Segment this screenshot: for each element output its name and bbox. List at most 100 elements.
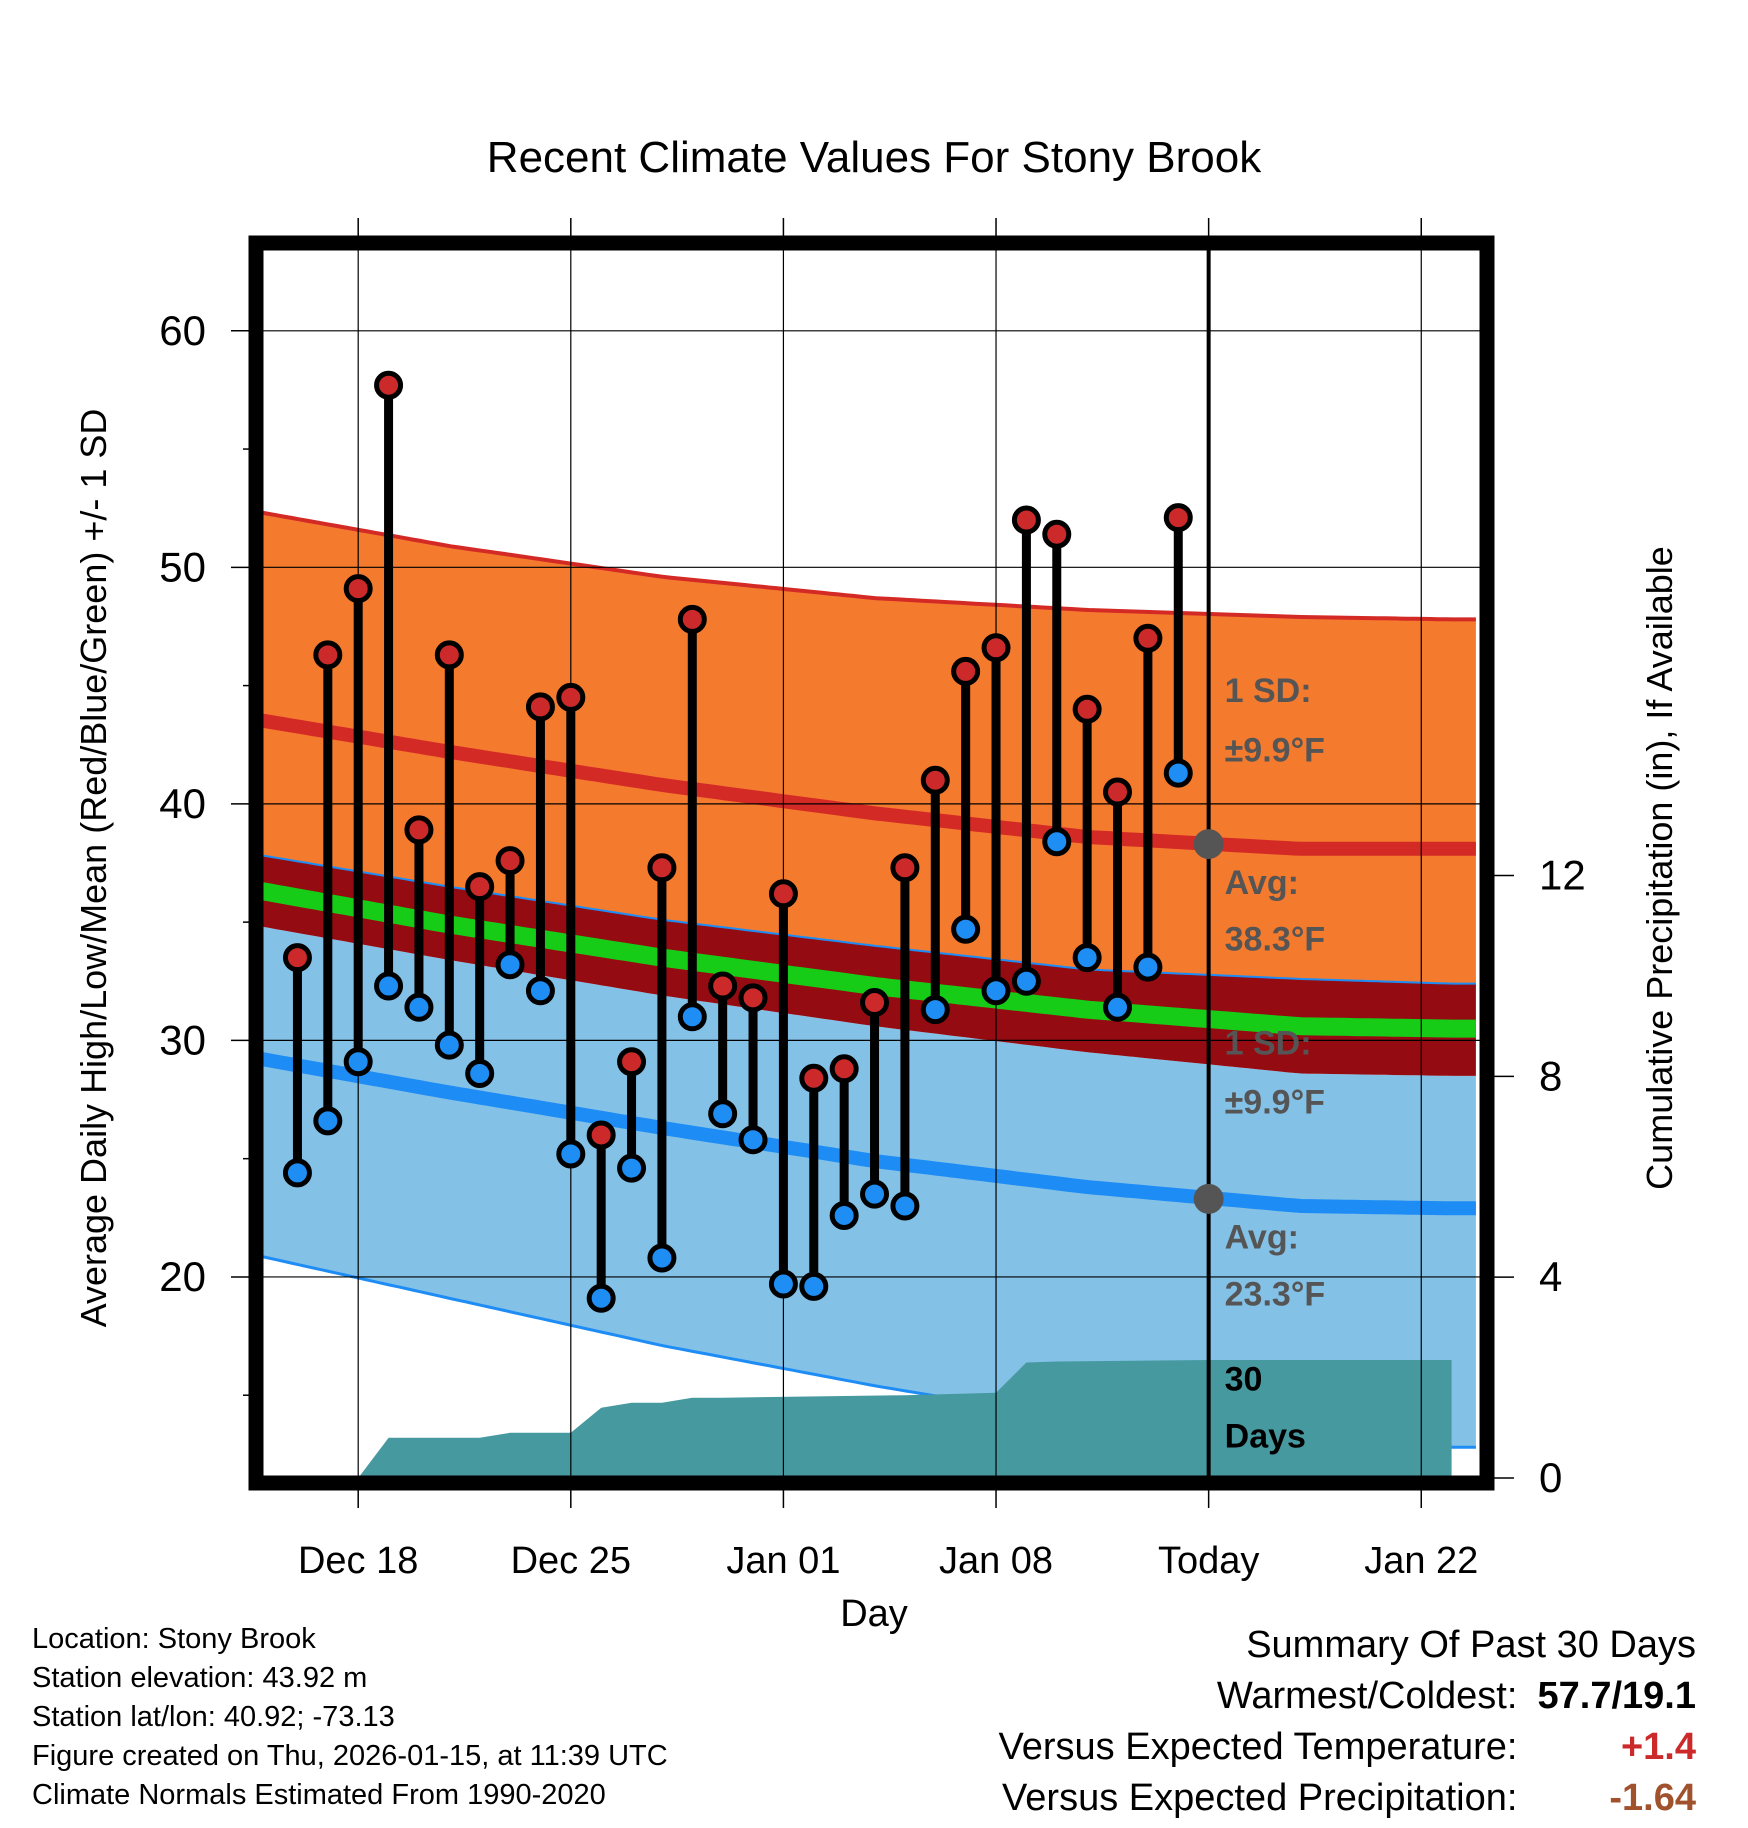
daily-low-marker [586, 1283, 616, 1313]
daily-low-marker [738, 1125, 768, 1155]
summary-title: Summary Of Past 30 Days [1246, 1624, 1696, 1666]
precip-departure-value: -1.64 [1609, 1777, 1696, 1819]
x-tick-label: Dec 25 [511, 1540, 631, 1582]
daily-high-marker [617, 1047, 647, 1077]
y-tick-label: 20 [159, 1253, 206, 1300]
mean-upper-line [261, 854, 1476, 985]
high-sd-value: ±9.9°F [1225, 731, 1325, 769]
daily-low-marker [981, 976, 1011, 1006]
daily-high-marker [890, 853, 920, 883]
daily-low-marker [860, 1179, 890, 1209]
warmest-value: 57.7/19.1 [1537, 1675, 1696, 1717]
daily-low-marker [1011, 966, 1041, 996]
summary-warmest-row: Warmest/Coldest: 57.7/19.1 [999, 1671, 1696, 1722]
daily-high-marker [1072, 694, 1102, 724]
daily-low-marker [799, 1271, 829, 1301]
daily-high-marker [434, 640, 464, 670]
daily-high-marker [525, 692, 555, 722]
normals-text: Climate Normals Estimated From 1990-2020 [32, 1779, 606, 1811]
y2-tick-label: 8 [1539, 1052, 1562, 1099]
normal-high-line [261, 713, 1476, 856]
daily-low-marker [434, 1030, 464, 1060]
daily-high-marker [343, 574, 373, 604]
daily-low-marker [343, 1047, 373, 1077]
daily-high-marker [1133, 623, 1163, 653]
y-tick-label: 30 [159, 1016, 206, 1063]
daily-high-marker [647, 853, 677, 883]
daily-low-marker [617, 1153, 647, 1183]
daily-high-marker [768, 879, 798, 909]
x-tick-label: Jan 08 [939, 1540, 1053, 1582]
high-sd-label: 1 SD: [1225, 672, 1312, 710]
daily-high-marker [586, 1120, 616, 1150]
y-tick-label: 50 [159, 543, 206, 590]
daily-low-marker [404, 992, 434, 1022]
temp-departure-value: +1.4 [1620, 1726, 1696, 1768]
daily-low-marker [282, 1158, 312, 1188]
daily-low-marker [708, 1099, 738, 1129]
daily-high-marker [465, 872, 495, 902]
daily-low-marker [556, 1139, 586, 1169]
daily-high-marker [1011, 505, 1041, 535]
daily-high-marker [920, 765, 950, 795]
daily-high-marker [556, 682, 586, 712]
summary-temp-row: Versus Expected Temperature: +1.4 [999, 1722, 1696, 1773]
high-avg-label: Avg: [1225, 864, 1299, 902]
daily-high-marker [738, 983, 768, 1013]
elevation-text: Station elevation: 43.92 m [32, 1662, 368, 1694]
low-sd-label: 1 SD: [1225, 1025, 1312, 1063]
today-high-avg-marker [1193, 829, 1224, 860]
daily-low-marker [920, 995, 950, 1025]
daily-high-marker [1042, 519, 1072, 549]
plot-frame [248, 235, 1495, 1491]
daily-high-marker [951, 656, 981, 686]
days-window-unit: Days [1225, 1417, 1306, 1455]
precip-area [358, 1360, 1452, 1478]
daily-high-marker [1103, 777, 1133, 807]
x-axis-label: Day [840, 1593, 908, 1635]
warmest-label: Warmest/Coldest: [1216, 1675, 1518, 1717]
daily-high-marker [495, 846, 525, 876]
daily-low-marker [677, 1002, 707, 1032]
x-tick-label: Today [1158, 1540, 1259, 1582]
high-sd-band [261, 512, 1476, 984]
low-avg-label: Avg: [1225, 1219, 1299, 1257]
daily-low-marker [495, 950, 525, 980]
latlon-text: Station lat/lon: 40.92; -73.13 [32, 1701, 395, 1733]
daily-high-marker [829, 1054, 859, 1084]
location-text: Location: Stony Brook [32, 1623, 316, 1655]
daily-low-marker [951, 914, 981, 944]
x-tick-label: Dec 18 [298, 1540, 418, 1582]
temp-departure-label: Versus Expected Temperature: [998, 1726, 1518, 1768]
x-tick-label: Jan 01 [726, 1540, 840, 1582]
normal-mean-line [261, 882, 1476, 1038]
low-sd-value: ±9.9°F [1225, 1084, 1325, 1122]
created-text: Figure created on Thu, 2026-01-15, at 11… [32, 1740, 668, 1772]
daily-low-marker [374, 971, 404, 1001]
plot-area: 1 SD: ±9.9°F Avg: 38.3°F 1 SD: ±9.9°F Avg: 23.3… [159, 218, 1586, 1582]
daily-high-marker [404, 815, 434, 845]
daily-low-marker [1103, 992, 1133, 1022]
daily-high-marker [860, 988, 890, 1018]
daily-low-marker [313, 1106, 343, 1136]
daily-low-marker [465, 1059, 495, 1089]
daily-low-marker [829, 1200, 859, 1230]
daily-high-marker [981, 633, 1011, 663]
daily-high-marker [282, 943, 312, 973]
daily-low-marker [890, 1191, 920, 1221]
daily-high-marker [677, 604, 707, 634]
normal-low-line [261, 1052, 1476, 1216]
daily-low-marker [1042, 827, 1072, 857]
chart-title: Recent Climate Values For Stony Brook [487, 133, 1262, 182]
y2-tick-label: 12 [1539, 852, 1586, 899]
days-window-number: 30 [1225, 1360, 1263, 1398]
y2-tick-label: 0 [1539, 1454, 1562, 1501]
y2-tick-label: 4 [1539, 1253, 1562, 1300]
daily-low-marker [525, 976, 555, 1006]
daily-low-marker [647, 1243, 677, 1273]
today-low-avg-marker [1193, 1183, 1224, 1214]
summary-panel: Summary Of Past 30 Days Warmest/Coldest:… [999, 1620, 1696, 1824]
daily-high-marker [313, 640, 343, 670]
y-axis-label: Average Daily High/Low/Mean (Red/Blue/Gr… [73, 409, 114, 1328]
